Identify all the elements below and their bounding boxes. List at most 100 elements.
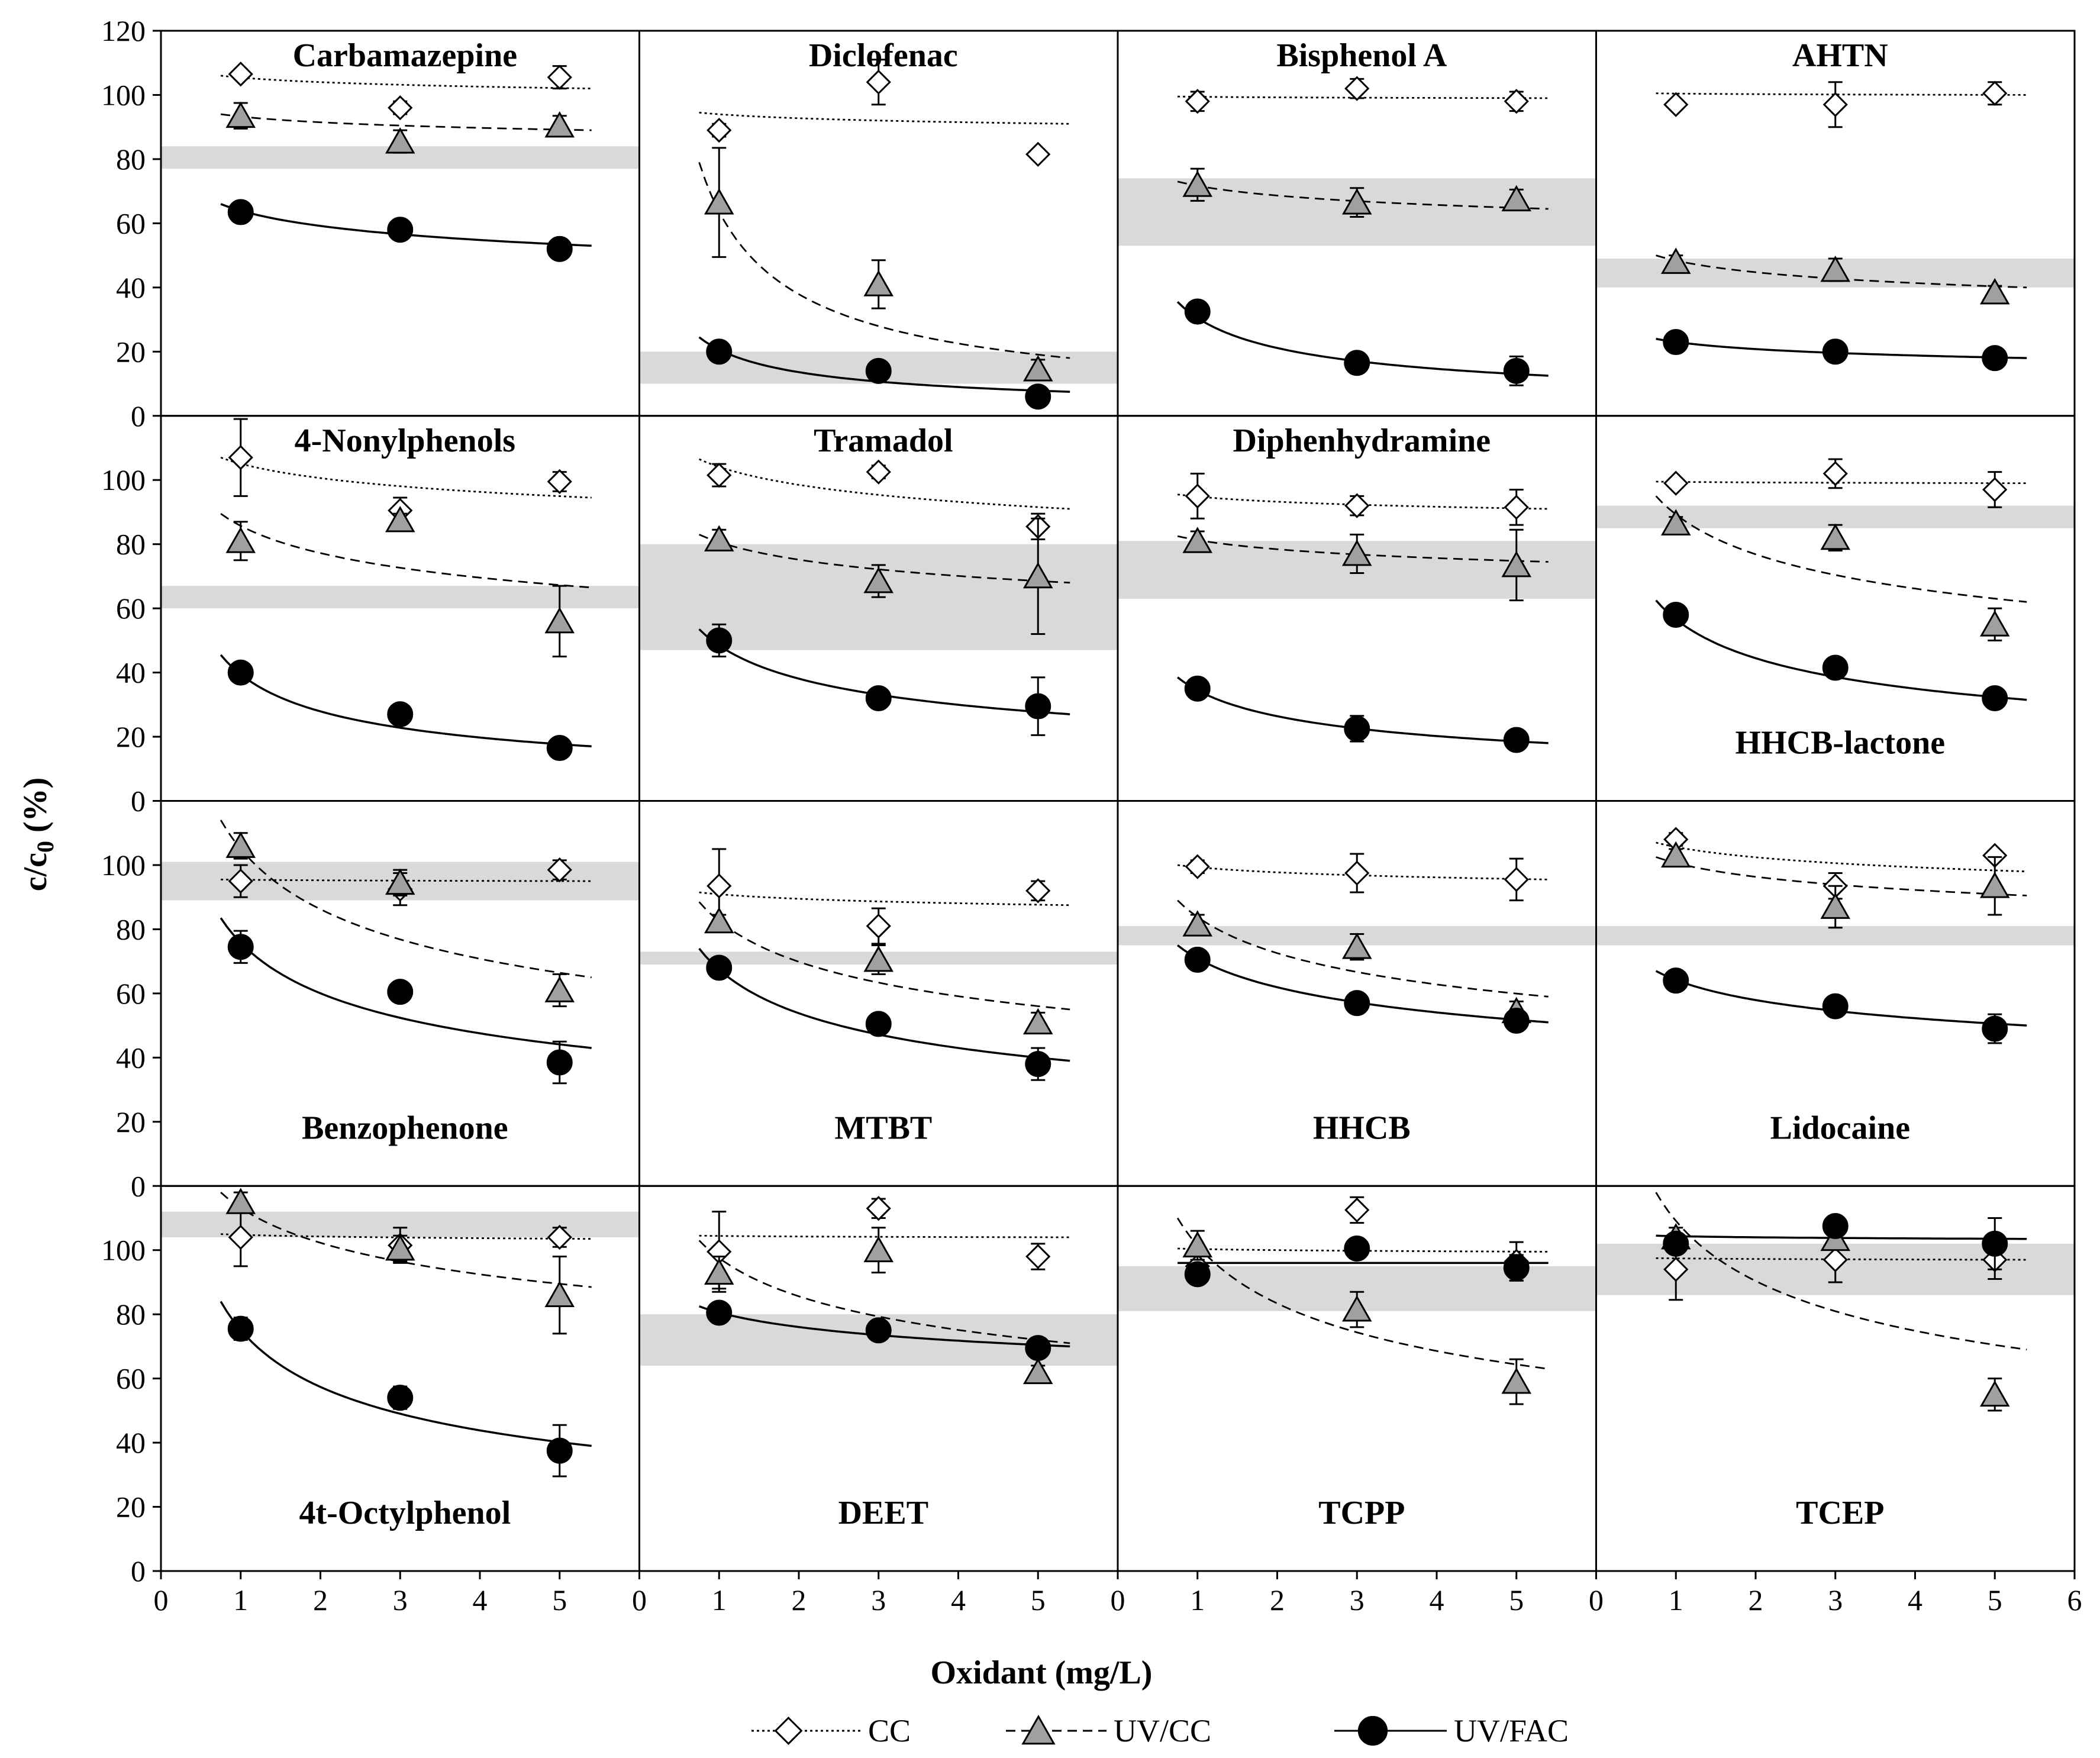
panel-title-tramadol: Tramadol <box>814 422 953 459</box>
y-tick-label: 60 <box>116 977 146 1010</box>
x-tick-label: 2 <box>1749 1583 1763 1617</box>
y-tick-label: 20 <box>116 1105 146 1138</box>
band-4-nonylphenols <box>162 586 639 609</box>
y-tick-label: 40 <box>116 271 146 304</box>
y-tick-label: 60 <box>116 592 146 625</box>
point-uvfac-tcpp <box>1184 1261 1211 1288</box>
x-tick-label: 5 <box>552 1583 567 1617</box>
point-cc-4-nonylphenols <box>547 469 572 495</box>
point-uvfac-tcpp <box>1344 1235 1370 1262</box>
y-tick-label: 100 <box>101 1234 146 1267</box>
point-uvcc-bisphenol-a <box>1501 185 1532 212</box>
y-tick-label: 40 <box>116 1041 146 1074</box>
fit-cc-4t-octylphenol <box>221 1233 592 1240</box>
point-uvcc-benzophenone <box>225 831 256 858</box>
y-tick-label: 100 <box>101 463 146 496</box>
point-uvcc-mtbt <box>863 945 894 972</box>
point-uvcc-4t-octylphenol <box>225 1188 256 1214</box>
x-tick-label: 1 <box>1669 1583 1683 1617</box>
legend-label-uvcc: UV/CC <box>1114 1713 1211 1749</box>
point-uvfac-mtbt <box>865 1011 892 1037</box>
point-uvcc-tramadol <box>1022 562 1053 589</box>
point-cc-mtbt <box>866 913 891 939</box>
point-uvcc-hhcb-lactone <box>1979 610 2010 637</box>
point-uvfac-tcep <box>1822 1213 1849 1240</box>
panel-title-deet: DEET <box>838 1495 929 1531</box>
point-uvcc-tramadol <box>863 566 894 593</box>
point-uvfac-tramadol <box>865 685 892 711</box>
legend-label-uvfac: UV/FAC <box>1454 1713 1569 1749</box>
point-cc-deet <box>866 1196 891 1221</box>
point-uvcc-deet <box>863 1236 894 1263</box>
fit-uvcc-hhcb-lactone <box>1655 495 2027 603</box>
point-uvfac-tramadol <box>1025 693 1051 720</box>
fit-uvcc-carbamazepine <box>220 113 592 131</box>
point-uvcc-diclofenac <box>863 270 894 296</box>
y-tick-label: 60 <box>116 1362 146 1395</box>
panel-title-lidocaine: Lidocaine <box>1770 1109 1910 1146</box>
x-tick-label: 5 <box>1031 1583 1046 1617</box>
point-cc-4-nonylphenols <box>228 445 253 470</box>
point-uvfac-tcep <box>1663 1230 1689 1257</box>
y-tick-label: 80 <box>116 1298 146 1331</box>
point-cc-hhcb-lactone <box>1982 477 2008 502</box>
point-cc-deet <box>1025 1244 1051 1269</box>
point-uvcc-benzophenone <box>544 976 575 1002</box>
point-cc-mtbt <box>707 873 732 899</box>
x-tick-label: 4 <box>951 1583 966 1617</box>
point-cc-bisphenol-a <box>1504 89 1529 114</box>
point-uvcc-deet <box>704 1258 734 1285</box>
point-uvfac-lidocaine <box>1822 993 1849 1020</box>
fit-cc-hhcb-lactone <box>1656 480 2027 484</box>
point-uvcc-deet <box>1022 1357 1053 1385</box>
y-tick-label: 80 <box>116 143 146 176</box>
y-axis-label: c/c0 (%) <box>17 778 59 892</box>
point-uvfac-carbamazepine <box>387 217 414 243</box>
y-tick-label: 120 <box>101 14 146 47</box>
point-uvfac-4t-octylphenol <box>387 1385 414 1411</box>
point-uvfac-tcep <box>1982 1230 2008 1257</box>
panel-title-bisphenol-a: Bisphenol A <box>1276 37 1447 74</box>
point-uvcc-tcpp <box>1341 1295 1372 1322</box>
point-uvcc-tramadol <box>704 525 734 551</box>
point-uvfac-4t-octylphenol <box>227 1315 254 1342</box>
point-uvcc-ahtn <box>1820 255 1851 282</box>
point-uvfac-hhcb-lactone <box>1822 654 1849 681</box>
point-uvfac-hhcb-lactone <box>1663 601 1689 628</box>
x-tick-label: 1 <box>712 1583 727 1617</box>
point-uvfac-diphenhydramine <box>1503 727 1530 753</box>
fit-uvcc-tramadol <box>699 534 1070 584</box>
point-uvcc-ahtn <box>1660 247 1691 274</box>
point-cc-ahtn <box>1982 80 2008 106</box>
fit-uvfac-4t-octylphenol <box>220 1301 592 1447</box>
x-tick-label: 5 <box>1509 1583 1524 1617</box>
fit-uvfac-4-nonylphenols <box>220 654 592 748</box>
point-uvcc-hhcb-lactone <box>1660 509 1691 536</box>
point-uvcc-carbamazepine <box>225 101 256 128</box>
fit-uvcc-4-nonylphenols <box>220 512 592 589</box>
point-uvcc-diphenhydramine <box>1341 539 1372 566</box>
point-uvfac-diclofenac <box>706 338 733 365</box>
y-tick-label: 80 <box>116 528 146 561</box>
point-cc-tcep <box>1663 1257 1689 1282</box>
point-uvcc-diphenhydramine <box>1501 550 1532 578</box>
y-tick-label: 80 <box>116 912 146 946</box>
y-tick-label: 100 <box>101 78 146 111</box>
point-uvfac-4-nonylphenols <box>227 659 254 686</box>
x-tick-label: 3 <box>1828 1583 1843 1617</box>
point-cc-tcpp <box>1344 1197 1370 1223</box>
point-uvcc-diphenhydramine <box>1182 527 1213 553</box>
y-tick-label: 0 <box>131 1169 146 1202</box>
point-uvfac-carbamazepine <box>227 199 254 225</box>
fit-uvfac-mtbt <box>698 947 1070 1062</box>
point-uvfac-ahtn <box>1982 345 2008 372</box>
point-uvfac-tcpp <box>1503 1254 1530 1281</box>
point-cc-diclofenac <box>866 69 891 95</box>
point-uvcc-ahtn <box>1979 278 2010 305</box>
point-cc-diphenhydramine <box>1504 495 1529 520</box>
point-uvfac-carbamazepine <box>546 236 573 262</box>
panel-title-4-nonylphenols: 4-Nonylphenols <box>295 422 515 459</box>
point-cc-diphenhydramine <box>1185 483 1210 509</box>
x-tick-label: 0 <box>632 1583 647 1617</box>
